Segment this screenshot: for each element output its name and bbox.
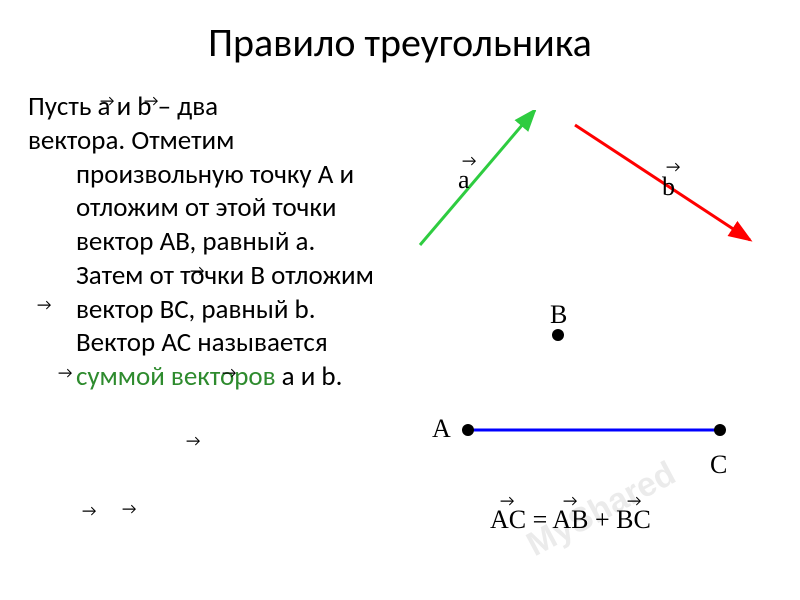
vector-overline-icon: → bbox=[563, 492, 577, 511]
para-green: суммой векторов bbox=[76, 360, 276, 393]
para-body: вектора. Отметим произвольную точку A и … bbox=[28, 124, 388, 394]
vector-overline-icon: → bbox=[500, 492, 514, 511]
point-c-dot bbox=[714, 424, 726, 436]
page-title: Правило треугольника bbox=[0, 0, 800, 67]
para-line1: Пусть a и b – два bbox=[28, 90, 388, 124]
para-tail: a и b. bbox=[276, 360, 343, 393]
point-a-label: A bbox=[432, 414, 451, 444]
point-b-label: B bbox=[550, 300, 567, 330]
vector-overline-icon: → bbox=[666, 158, 680, 177]
vector-overline-icon: → bbox=[82, 502, 96, 521]
vector-overline-icon: → bbox=[222, 364, 236, 383]
diagram-svg bbox=[400, 110, 780, 550]
description-paragraph: Пусть a и b – два вектора. Отметим произ… bbox=[28, 90, 388, 394]
vector-overline-icon: → bbox=[58, 364, 72, 383]
diagram-area: a b A B C AC = AB + BC bbox=[400, 110, 780, 550]
vector-overline-icon: → bbox=[462, 152, 476, 171]
vector-a-line bbox=[420, 110, 535, 245]
vector-overline-icon: → bbox=[122, 500, 136, 519]
vector-overline-icon: → bbox=[190, 262, 204, 281]
vector-overline-icon: → bbox=[186, 432, 200, 451]
point-a-dot bbox=[462, 424, 474, 436]
vector-overline-icon: → bbox=[37, 296, 51, 315]
point-c-label: C bbox=[710, 450, 727, 480]
vector-overline-icon: → bbox=[100, 92, 114, 111]
vector-overline-icon: → bbox=[144, 92, 158, 111]
vector-overline-icon: → bbox=[627, 492, 641, 511]
point-b-dot bbox=[552, 329, 564, 341]
para-main: вектора. Отметим произвольную точку A и … bbox=[28, 124, 374, 360]
